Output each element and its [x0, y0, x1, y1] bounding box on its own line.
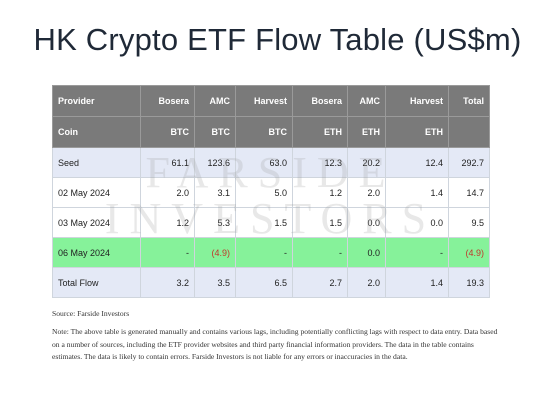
header-cell: AMC	[347, 85, 386, 117]
table-cell: 1.5	[292, 207, 348, 238]
table-row: 06 May 2024- (4.9) - -0.0- (4.9)	[52, 237, 490, 268]
table-cell: 0.0	[347, 237, 386, 268]
table-cell: 292.7	[448, 147, 490, 178]
table-cell: 2.0	[347, 267, 386, 298]
table-cell: 61.1	[140, 147, 195, 178]
table-cell: 5.0	[235, 177, 293, 208]
table-cell: 3.2	[140, 267, 195, 298]
header-row-coin: Coin BTC BTC BTC ETH ETH ETH	[52, 116, 490, 148]
header-cell: Harvest	[385, 85, 449, 117]
header-cell: BTC	[140, 116, 195, 148]
source-note: Source: Farside Investors	[52, 309, 130, 318]
table-cell: -	[140, 237, 195, 268]
header-row-provider: Provider Bosera AMC Harvest Bosera AMC H…	[52, 85, 490, 117]
table-cell: 2.0	[140, 177, 195, 208]
header-cell: BTC	[194, 116, 236, 148]
table-cell: (4.9)	[194, 237, 236, 268]
table-cell: 0.0	[385, 207, 449, 238]
header-cell	[448, 116, 490, 148]
table-cell: 123.6	[194, 147, 236, 178]
table-row: 03 May 2024 1.2 5.3 1.5 1.5 0.0 0.0 9.5	[52, 207, 490, 238]
table-cell: 20.2	[347, 147, 386, 178]
page-title: HK Crypto ETF Flow Table (US$m)	[33, 22, 522, 57]
header-cell: ETH	[347, 116, 386, 148]
row-label: Total Flow	[52, 267, 141, 298]
table-body: Seed 61.1 123.6 63.0 12.3 20.2 12.4 292.7 02 May…	[52, 147, 490, 298]
row-label: Seed	[52, 147, 141, 178]
header-cell: Coin	[52, 116, 141, 148]
row-label: 06 May 2024	[52, 237, 141, 268]
table-cell: 1.2	[140, 207, 195, 238]
table-cell: 2.0	[347, 177, 386, 208]
table-cell: 1.2	[292, 177, 348, 208]
table-cell: 12.4	[385, 147, 449, 178]
etf-flow-table-container: Provider Bosera AMC Harvest Bosera AMC H…	[52, 85, 490, 298]
row-label: 03 May 2024	[52, 207, 141, 238]
header-cell: Bosera	[140, 85, 195, 117]
table-cell: 19.3	[448, 267, 490, 298]
table-cell: 1.4	[385, 177, 449, 208]
table-cell: 14.7	[448, 177, 490, 208]
etf-flow-table: Provider Bosera AMC Harvest Bosera AMC H…	[52, 85, 490, 298]
table-row: Seed 61.1 123.6 63.0 12.3 20.2 12.4 292.7	[52, 147, 490, 178]
header-cell: Provider	[52, 85, 141, 117]
table-cell: -	[385, 237, 449, 268]
table-row: 02 May 2024 2.0 3.1 5.0 1.2 2.0 1.4 14.7	[52, 177, 490, 208]
table-cell: 63.0	[235, 147, 293, 178]
header-cell: AMC	[194, 85, 236, 117]
table-cell: 3.5	[194, 267, 236, 298]
table-cell: 1.5	[235, 207, 293, 238]
footnotes: Source: Farside Investors Note: The abov…	[52, 308, 502, 364]
row-label: 02 May 2024	[52, 177, 141, 208]
table-cell: 0.0	[347, 207, 386, 238]
header-cell: Total	[448, 85, 490, 117]
disclaimer-note: Note: The above table is generated manua…	[52, 327, 498, 362]
header-cell: Harvest	[235, 85, 293, 117]
header-cell: ETH	[292, 116, 348, 148]
header-cell: Bosera	[292, 85, 348, 117]
table-cell: 3.1	[194, 177, 236, 208]
table-cell: 2.7	[292, 267, 348, 298]
table-cell: -	[292, 237, 348, 268]
table-cell: 6.5	[235, 267, 293, 298]
header-cell: ETH	[385, 116, 449, 148]
table-cell: 5.3	[194, 207, 236, 238]
table-cell: 9.5	[448, 207, 490, 238]
header-cell: BTC	[235, 116, 293, 148]
table-row: Total Flow 3.2 3.5 6.5 2.7 2.0 1.4 19.3	[52, 267, 490, 298]
table-cell: 1.4	[385, 267, 449, 298]
table-cell: 12.3	[292, 147, 348, 178]
table-cell: -	[235, 237, 293, 268]
table-cell: (4.9)	[448, 237, 490, 268]
